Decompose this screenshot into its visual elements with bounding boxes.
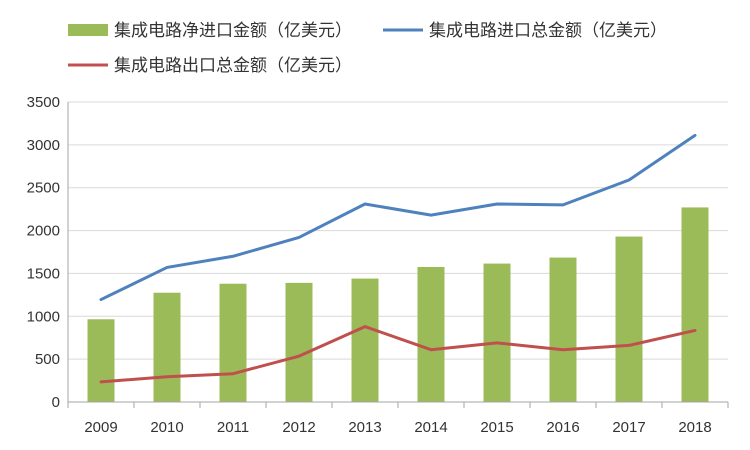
legend-label: 集成电路出口总金额（亿美元） [114, 56, 352, 76]
y-tick-label: 3500 [27, 94, 60, 111]
bar [681, 207, 709, 402]
y-tick-label: 2000 [27, 223, 60, 240]
bar [285, 282, 313, 402]
y-tick-label: 2500 [27, 180, 60, 197]
x-tick-label: 2014 [414, 419, 447, 436]
x-tick-label: 2009 [84, 419, 117, 436]
y-tick-label: 3000 [27, 137, 60, 154]
legend-label: 集成电路净进口金额（亿美元） [114, 21, 352, 41]
y-tick-label: 0 [52, 394, 60, 411]
x-tick-label: 2018 [678, 419, 711, 436]
x-tick-label: 2015 [480, 419, 513, 436]
y-tick-label: 1000 [27, 308, 60, 325]
bar [153, 292, 181, 402]
x-tick-label: 2011 [217, 419, 249, 436]
bar-series [87, 207, 709, 402]
x-tick-label: 2013 [348, 419, 381, 436]
bar [351, 278, 379, 402]
legend-swatch-bar [68, 24, 108, 36]
y-tick-label: 1500 [27, 265, 60, 282]
bar [87, 319, 115, 402]
x-tick-label: 2017 [612, 419, 645, 436]
bar [549, 257, 577, 402]
bar [219, 283, 247, 402]
x-tick-label: 2012 [282, 419, 315, 436]
bar [615, 236, 643, 402]
series-line [99, 325, 697, 384]
x-tick-label: 2010 [150, 419, 183, 436]
series-line [99, 133, 697, 302]
legend: 集成电路净进口金额（亿美元） 集成电路进口总金额（亿美元） 集成电路出口总金额（亿美… [68, 21, 667, 76]
x-tick-label: 2016 [546, 419, 579, 436]
bar [483, 263, 511, 402]
y-tick-label: 500 [35, 351, 60, 368]
legend-label: 集成电路进口总金额（亿美元） [429, 21, 667, 41]
bar [417, 267, 445, 402]
line-series [99, 133, 697, 384]
axes: 0 500 1000 1500 2000 2500 3000 3500 2009 2010 2011… [27, 94, 729, 436]
